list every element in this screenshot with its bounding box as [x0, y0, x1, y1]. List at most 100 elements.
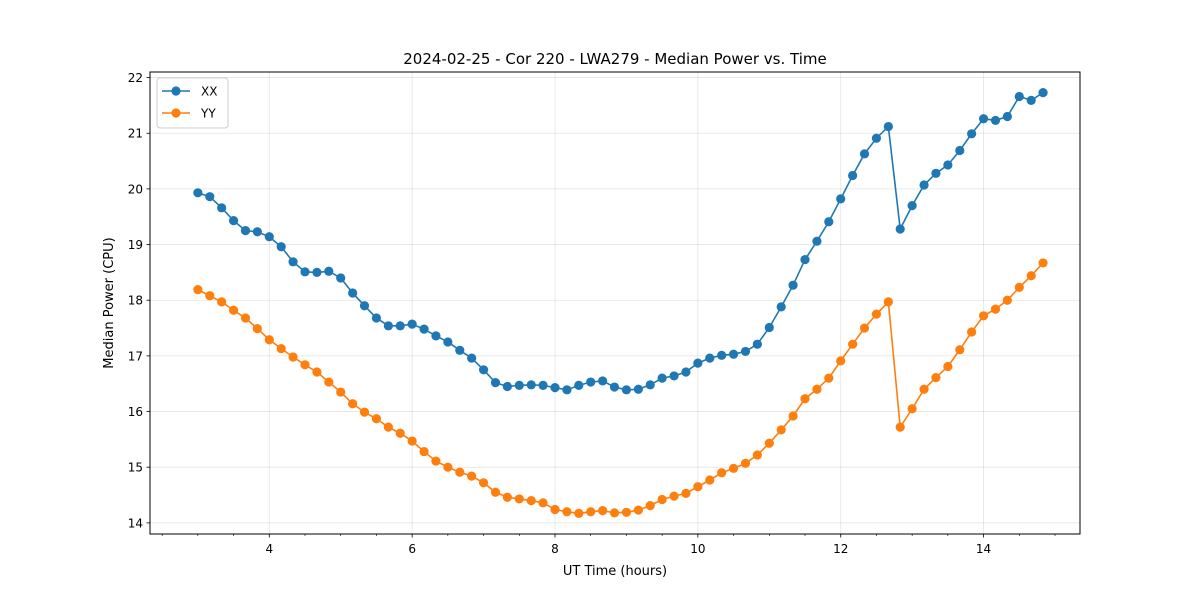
data-point-yy [669, 491, 679, 501]
data-point-yy [657, 494, 667, 505]
data-point-xx [693, 358, 703, 368]
data-point-yy [990, 304, 1001, 314]
data-point-yy [276, 344, 286, 354]
y-tick-label: 15 [128, 461, 143, 475]
data-point-yy [740, 458, 751, 468]
data-point-yy [395, 428, 405, 438]
data-point-yy [848, 339, 858, 349]
data-point-yy [1038, 258, 1048, 268]
data-point-xx [740, 346, 751, 357]
data-point-yy [371, 414, 382, 424]
plot-frame [149, 71, 1081, 535]
data-point-yy [776, 425, 786, 435]
data-point-xx [621, 385, 632, 395]
data-point-xx [895, 224, 905, 234]
data-point-yy [895, 422, 905, 432]
data-point-xx [859, 149, 870, 159]
axis-ticks: 4 6 8 10 12 14 14 15 16 17 18 19 20 21 22 [128, 71, 1056, 556]
data-point-yy [978, 311, 989, 321]
data-point-yy [1002, 295, 1012, 305]
data-point-xx [800, 254, 810, 265]
data-point-xx [645, 380, 655, 390]
data-point-xx [490, 378, 501, 388]
data-point-yy [681, 488, 691, 498]
data-point-yy [514, 494, 524, 504]
data-point-xx [312, 267, 322, 277]
data-point-xx [931, 168, 941, 178]
data-point-yy [931, 372, 941, 383]
x-tick-label: 4 [265, 542, 273, 556]
data-point-yy [252, 324, 262, 334]
data-point-yy [919, 384, 929, 394]
data-point-yy [217, 297, 227, 307]
data-point-xx [371, 313, 382, 323]
data-point-yy [205, 291, 215, 301]
data-point-xx [990, 115, 1001, 126]
data-point-xx [836, 194, 846, 204]
chart-title: 2024-02-25 - Cor 220 - LWA279 - Median P… [403, 50, 827, 68]
legend-label-yy: YY [200, 107, 216, 121]
x-tick-label: 8 [551, 542, 559, 556]
data-point-xx [395, 321, 405, 331]
data-point-xx [264, 232, 274, 242]
data-point-xx [598, 376, 608, 386]
data-point-yy [324, 377, 334, 387]
data-point-xx [467, 353, 477, 363]
data-point-yy [586, 507, 596, 517]
data-point-xx [276, 242, 286, 252]
y-tick-label: 22 [128, 71, 143, 85]
data-point-xx [824, 217, 834, 227]
data-point-yy [955, 345, 965, 355]
data-point-xx [348, 288, 358, 298]
data-point-yy [526, 496, 536, 506]
data-point-yy [907, 404, 917, 414]
data-point-xx [728, 349, 739, 359]
data-point-yy [193, 285, 203, 295]
data-point-yy [871, 309, 882, 319]
data-point-xx [776, 302, 786, 312]
data-point-xx [788, 280, 798, 290]
x-axis-label: UT Time (hours) [563, 564, 667, 579]
data-point-xx [562, 385, 572, 395]
data-point-xx [812, 236, 822, 246]
y-axis-label: Median Power (CPU) [102, 237, 117, 368]
data-point-yy [633, 505, 643, 515]
y-tick-label: 14 [128, 516, 143, 530]
data-point-xx [657, 373, 667, 383]
data-point-xx [514, 380, 524, 390]
data-point-xx [228, 216, 239, 226]
data-point-yy [943, 361, 953, 372]
data-point-xx [1026, 95, 1036, 105]
y-tick-label: 19 [128, 238, 143, 252]
data-point-yy [836, 356, 846, 366]
data-point-xx [1014, 91, 1024, 102]
data-point-xx [383, 321, 393, 331]
data-point-xx [883, 121, 893, 132]
data-point-xx [455, 345, 465, 355]
data-point-xx [240, 226, 251, 236]
data-point-yy [336, 387, 346, 397]
data-point-yy [443, 462, 453, 472]
data-point-xx [193, 188, 203, 198]
data-point-xx [205, 192, 215, 202]
legend-label-xx: XX [201, 85, 217, 99]
data-point-yy [621, 507, 632, 517]
y-tick-label: 18 [128, 294, 143, 308]
data-point-xx [705, 353, 715, 363]
data-point-xx [407, 319, 417, 329]
data-point-xx [752, 339, 762, 349]
data-point-yy [359, 407, 370, 417]
data-point-xx [967, 129, 977, 139]
data-point-xx [217, 203, 227, 213]
x-tick-label: 10 [690, 542, 705, 556]
data-point-xx [359, 301, 370, 311]
x-tick-label: 14 [976, 542, 991, 556]
legend-marker-yy [171, 108, 181, 118]
data-point-yy [300, 360, 310, 370]
data-point-xx [431, 331, 441, 341]
x-tick-label: 12 [833, 542, 848, 556]
data-point-yy [788, 411, 798, 421]
data-point-yy [550, 504, 560, 515]
data-point-xx [978, 114, 989, 124]
